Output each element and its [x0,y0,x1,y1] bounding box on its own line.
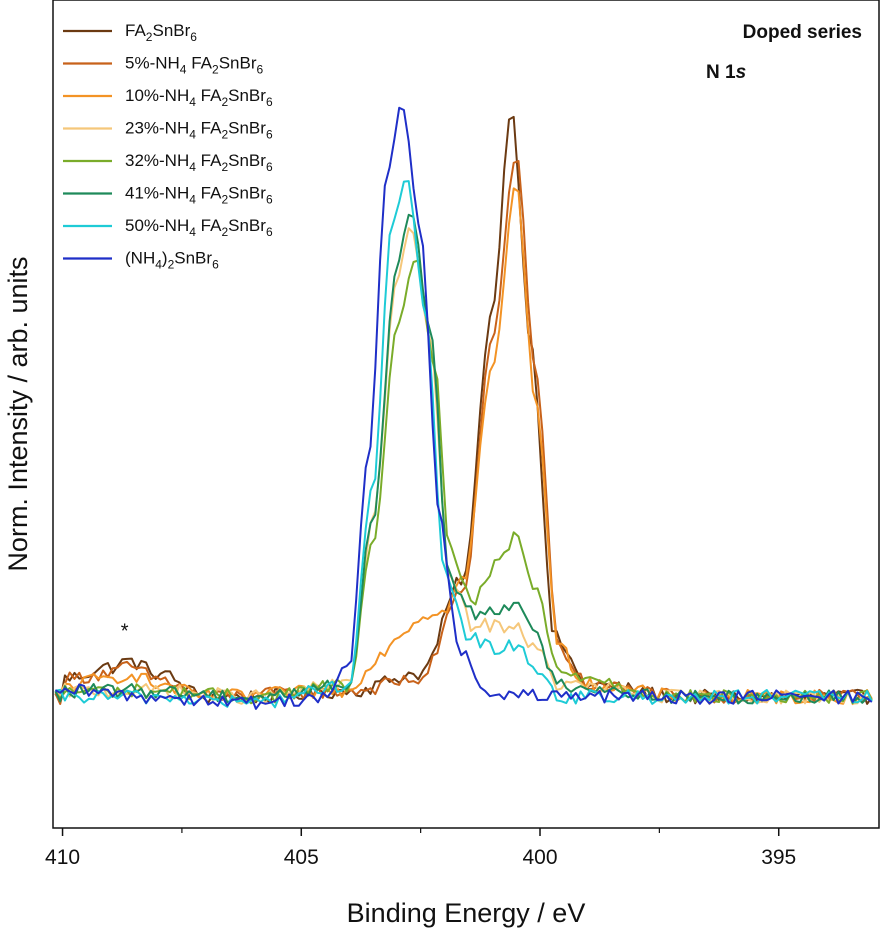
legend-label: 10%-NH4 FA2SnBr6 [125,86,273,109]
series-line-8 [54,106,873,710]
peak-marker-asterisk: * [121,620,129,642]
legend-label: 50%-NH4 FA2SnBr6 [125,216,273,239]
series-title-label: Doped series [743,22,862,43]
x-axis-title: Binding Energy / eV [347,898,586,928]
core-level-main: N 1 [706,62,736,83]
legend-label: FA2SnBr6 [125,21,197,44]
x-tick-label: 395 [761,846,796,869]
plot-area-frame [52,0,880,829]
core-level-label: N 1s [706,62,746,83]
core-level-italic: s [736,62,747,83]
legend-label: 32%-NH4 FA2SnBr6 [125,151,273,174]
legend-label: (NH4)2SnBr6 [125,249,219,272]
y-axis-title: Norm. Intensity / arb. units [3,256,33,571]
legend-label: 41%-NH4 FA2SnBr6 [125,184,273,207]
legend-label: 5%-NH4 FA2SnBr6 [125,54,263,77]
x-tick-label: 405 [284,846,319,869]
legend-label: 23%-NH4 FA2SnBr6 [125,119,273,142]
legend: FA2SnBr6 5%-NH4 FA2SnBr6 10%-NH4 FA2SnBr6 2… [63,21,273,272]
series-layer [54,106,873,710]
x-tick-label: 400 [522,846,557,869]
series-line-7 [55,180,873,709]
x-tick-label: 410 [45,846,80,869]
x-axis-ticks: 410 405 400 395 [45,828,796,869]
